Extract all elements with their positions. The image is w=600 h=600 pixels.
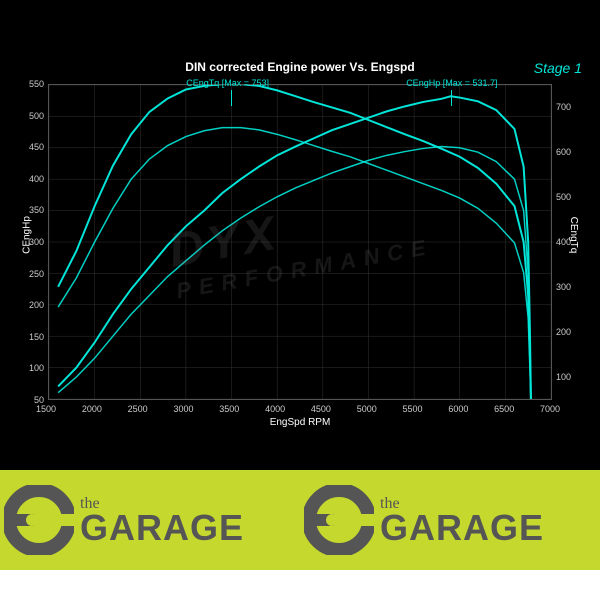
y-left-tick: 200 <box>29 300 44 310</box>
y-left-tick: 50 <box>34 395 44 405</box>
y-right-tick: 500 <box>556 192 571 202</box>
y-left-tick: 250 <box>29 269 44 279</box>
logo-unit-1: the GARAGE <box>0 485 300 555</box>
logo-garage: GARAGE <box>80 512 244 544</box>
y-left-tick: 500 <box>29 111 44 121</box>
annotation-label: CEngHp [Max = 531.7] <box>406 78 497 88</box>
x-tick: 4000 <box>265 404 285 414</box>
annotation-leader <box>451 90 452 106</box>
y-left-tick: 550 <box>29 79 44 89</box>
x-tick: 1500 <box>36 404 56 414</box>
logo-unit-2: the GARAGE <box>300 485 600 555</box>
y-left-tick: 400 <box>29 174 44 184</box>
stage-label: Stage 1 <box>534 60 582 76</box>
y-right-tick: 600 <box>556 147 571 157</box>
logo-strip: the GARAGE the GARAGE <box>0 470 600 570</box>
x-tick: 5500 <box>403 404 423 414</box>
x-tick: 5000 <box>357 404 377 414</box>
plot-area: DYX PERFORMANCE <box>48 84 552 400</box>
x-tick: 3500 <box>219 404 239 414</box>
x-tick: 3000 <box>173 404 193 414</box>
dyno-chart: DIN corrected Engine power Vs. Engspd St… <box>0 0 600 470</box>
x-tick: 6000 <box>448 404 468 414</box>
x-tick: 7000 <box>540 404 560 414</box>
y-left-tick: 300 <box>29 237 44 247</box>
wrench-icon <box>304 485 374 555</box>
y-left-tick: 100 <box>29 363 44 373</box>
y-left-tick: 350 <box>29 205 44 215</box>
y-left-tick: 450 <box>29 142 44 152</box>
y-right-tick: 700 <box>556 102 571 112</box>
y-axis-left-label: CEngHp <box>21 216 32 254</box>
y-right-tick: 100 <box>556 372 571 382</box>
x-tick: 2000 <box>82 404 102 414</box>
x-tick: 4500 <box>311 404 331 414</box>
y-right-tick: 200 <box>556 327 571 337</box>
x-axis-label: EngSpd RPM <box>0 417 600 428</box>
wrench-icon <box>4 485 74 555</box>
y-axis-right-label: CEngTq <box>568 217 579 254</box>
logo-garage: GARAGE <box>380 512 544 544</box>
plot-svg <box>49 85 551 399</box>
x-tick: 2500 <box>128 404 148 414</box>
x-tick: 6500 <box>494 404 514 414</box>
y-left-tick: 150 <box>29 332 44 342</box>
y-right-tick: 300 <box>556 282 571 292</box>
y-right-tick: 400 <box>556 237 571 247</box>
chart-title: DIN corrected Engine power Vs. Engspd <box>0 60 600 74</box>
annotation-label: CEngTq [Max = 753] <box>186 78 269 88</box>
annotation-leader <box>231 90 232 106</box>
